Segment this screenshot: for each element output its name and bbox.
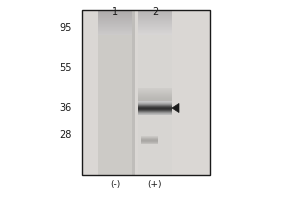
Text: 36: 36 [60,103,72,113]
Text: 2: 2 [152,7,158,17]
Text: 55: 55 [59,63,72,73]
Bar [82,10,210,175]
Text: 28: 28 [60,130,72,140]
Text: 95: 95 [60,23,72,33]
Text: 1: 1 [112,7,118,17]
Text: (-): (-) [110,180,120,190]
Polygon shape [172,103,179,113]
Text: (+): (+) [148,180,162,190]
